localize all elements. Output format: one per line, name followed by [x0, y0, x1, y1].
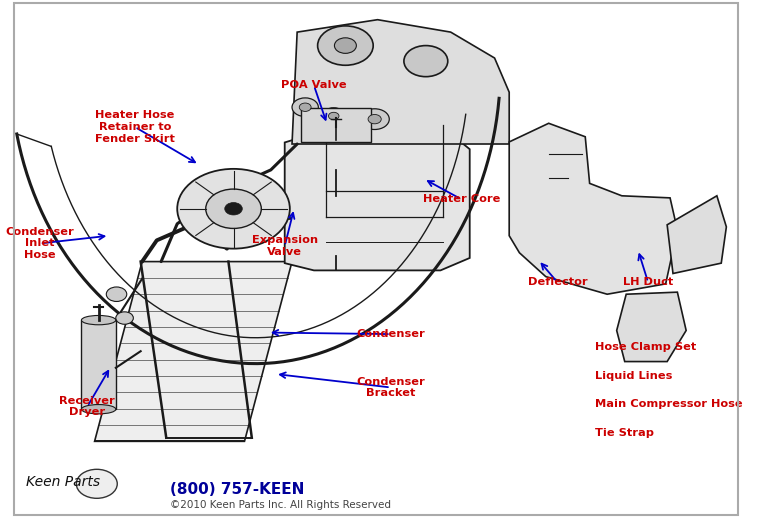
Text: Heater Core: Heater Core	[423, 194, 500, 205]
Circle shape	[404, 46, 448, 77]
Polygon shape	[285, 125, 470, 270]
Circle shape	[116, 312, 133, 324]
Circle shape	[76, 469, 117, 498]
Ellipse shape	[82, 405, 116, 414]
Polygon shape	[667, 196, 726, 274]
Circle shape	[300, 103, 311, 111]
Circle shape	[360, 109, 390, 130]
Text: Liquid Lines: Liquid Lines	[595, 370, 673, 381]
Text: (800) 757-KEEN: (800) 757-KEEN	[170, 482, 304, 497]
Circle shape	[322, 108, 346, 124]
Text: Condenser: Condenser	[357, 329, 425, 339]
Circle shape	[106, 287, 127, 301]
Circle shape	[292, 98, 318, 117]
Text: Receiver
Dryer: Receiver Dryer	[59, 396, 116, 418]
Circle shape	[225, 203, 243, 215]
Polygon shape	[292, 20, 509, 144]
Ellipse shape	[82, 315, 116, 325]
Text: Condenser
Inlet
Hose: Condenser Inlet Hose	[5, 227, 74, 260]
Circle shape	[177, 169, 290, 249]
Circle shape	[368, 114, 381, 124]
Text: Heater Hose
Retainer to
Fender Skirt: Heater Hose Retainer to Fender Skirt	[95, 110, 175, 143]
Text: ©2010 Keen Parts Inc. All Rights Reserved: ©2010 Keen Parts Inc. All Rights Reserve…	[170, 500, 391, 510]
Circle shape	[206, 189, 261, 228]
Circle shape	[317, 26, 373, 65]
Text: Expansion
Valve: Expansion Valve	[252, 235, 318, 257]
Text: Hose Clamp Set: Hose Clamp Set	[595, 342, 697, 352]
Text: Deflector: Deflector	[527, 277, 588, 287]
Text: Condenser
Bracket: Condenser Bracket	[357, 377, 425, 398]
Polygon shape	[95, 262, 292, 441]
FancyBboxPatch shape	[301, 108, 371, 142]
Circle shape	[329, 112, 339, 120]
Text: LH Duct: LH Duct	[623, 277, 673, 287]
Polygon shape	[509, 123, 678, 294]
Text: POA Valve: POA Valve	[281, 80, 346, 91]
Text: Keen Parts: Keen Parts	[26, 474, 100, 489]
Text: Tie Strap: Tie Strap	[595, 427, 654, 438]
FancyBboxPatch shape	[82, 320, 116, 409]
Circle shape	[334, 38, 357, 53]
Text: Main Compressor Hose: Main Compressor Hose	[595, 399, 743, 409]
Polygon shape	[617, 292, 686, 362]
